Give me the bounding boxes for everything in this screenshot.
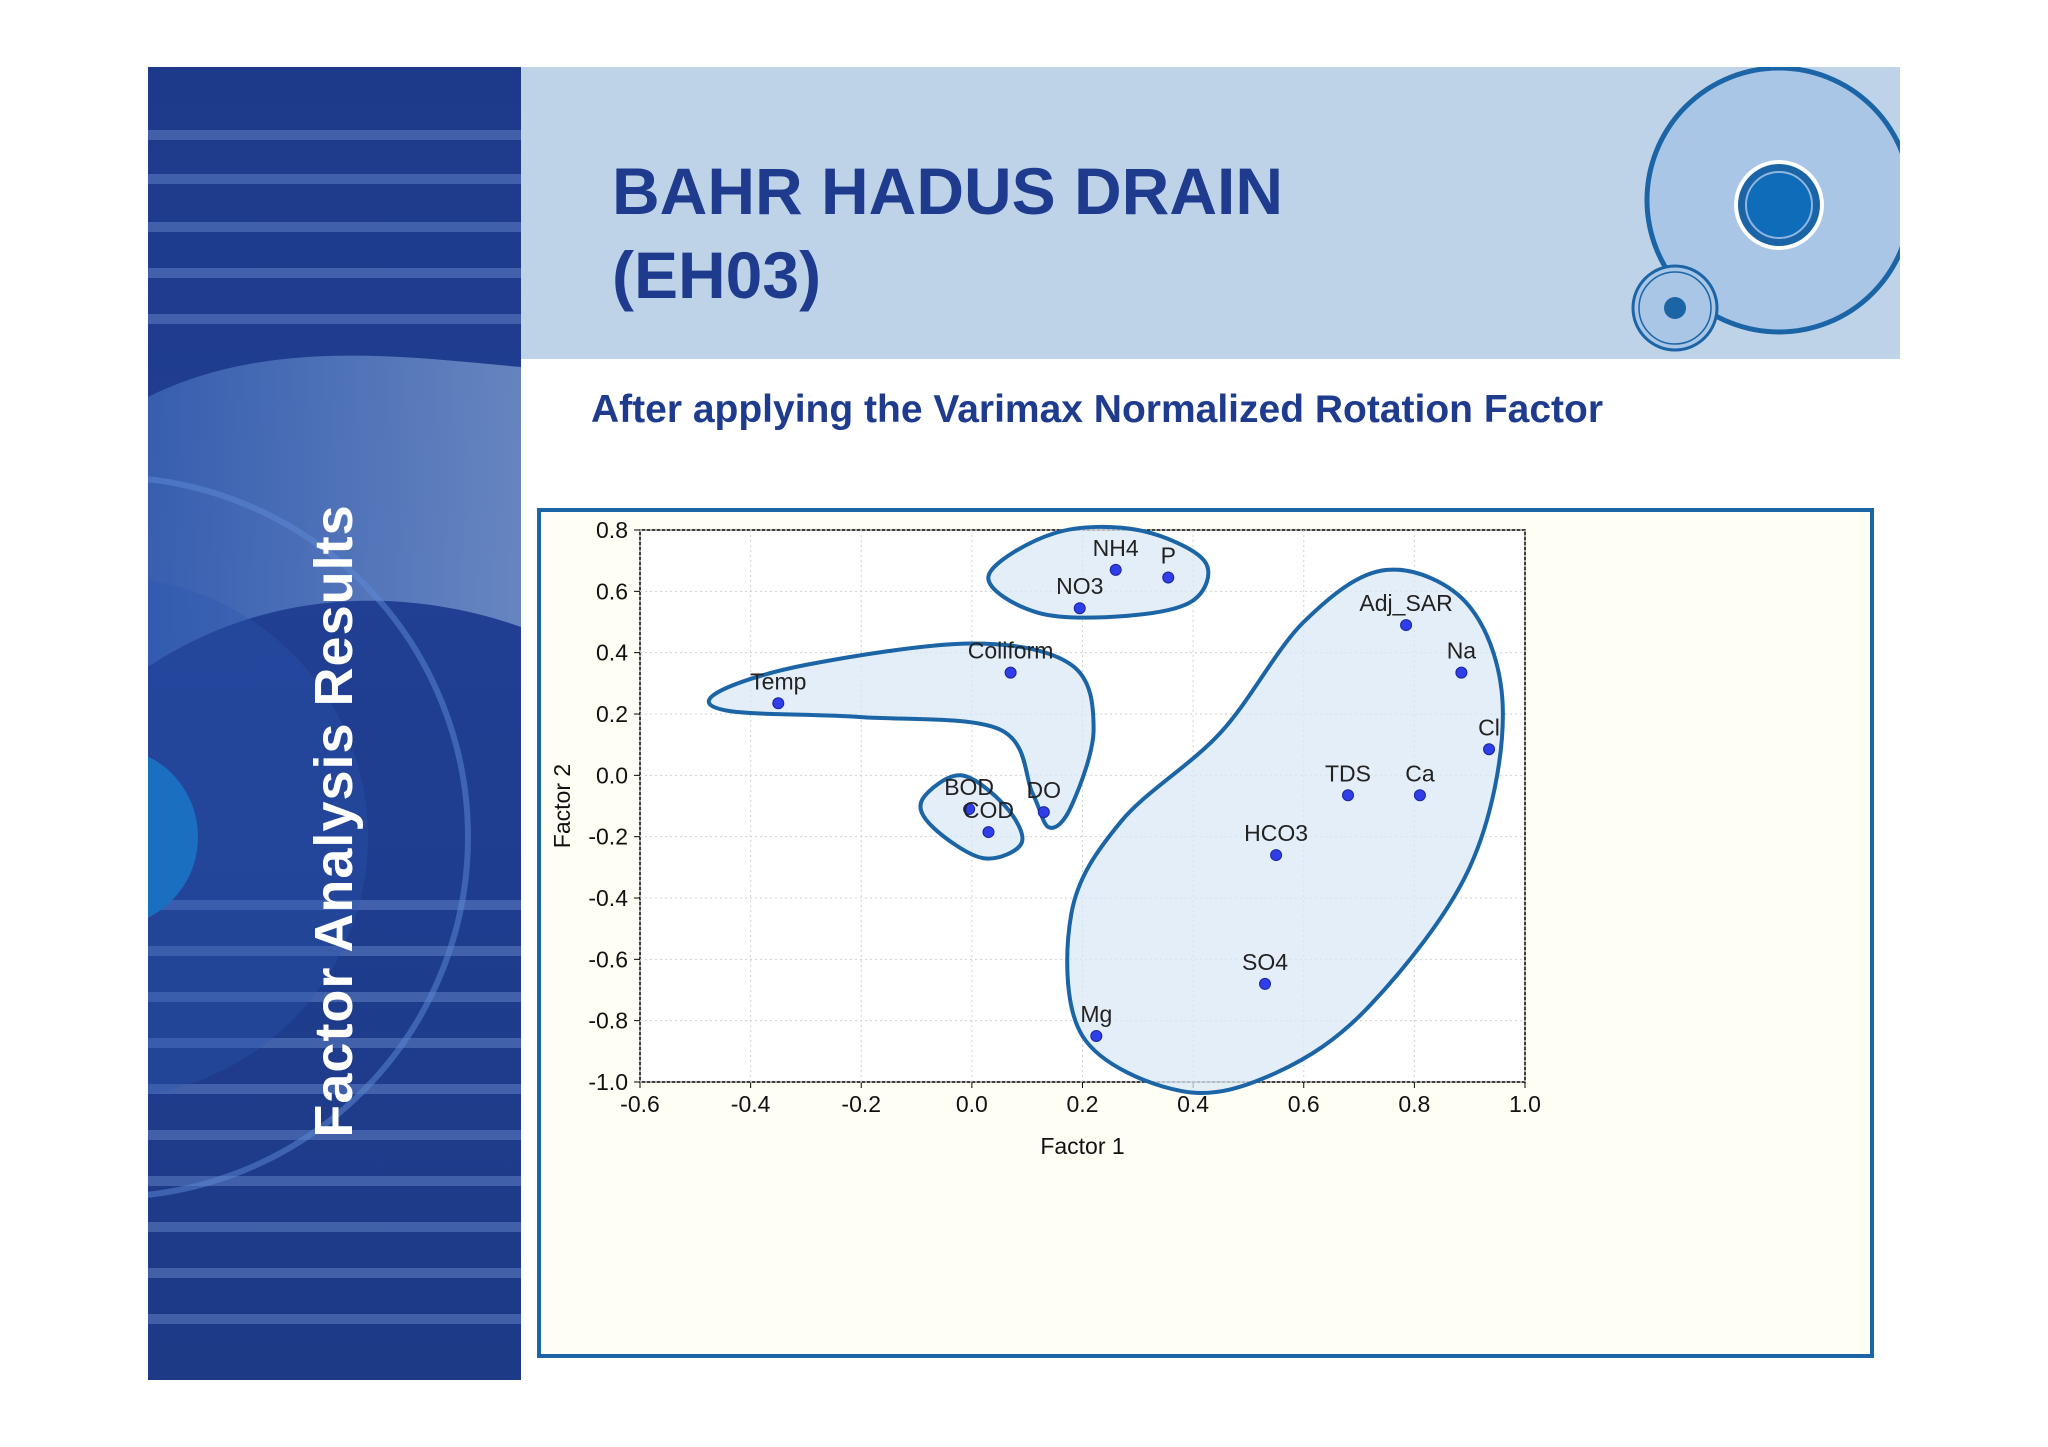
y-axis-label: Factor 2 [549, 764, 575, 848]
data-point [1483, 743, 1496, 756]
data-point [1400, 619, 1413, 632]
data-point [1259, 977, 1272, 990]
data-point [772, 697, 785, 710]
scatter-chart: -0.6 -0.4 -0.2 0.0 0.2 0.4 0.6 0.8 1.0 0.8 0.6 0.4 0… [549, 517, 1541, 1159]
sidebar: Factor Analysis Results [148, 67, 521, 1380]
data-point [1090, 1030, 1103, 1042]
cluster-outline-bod-cod [918, 773, 1025, 861]
point-label: HCO3 [1244, 820, 1308, 846]
header: BAHR HADUS DRAIN (EH03) [521, 67, 1900, 359]
y-tick-label: 0.4 [596, 640, 628, 666]
y-tick-label: -0.2 [588, 824, 628, 850]
x-axis-label: Factor 1 [1040, 1133, 1124, 1159]
data-point [982, 826, 995, 839]
circles-logo [1631, 67, 1900, 352]
y-tick-label: 0.6 [596, 578, 628, 604]
data-point [1162, 571, 1175, 584]
cluster-outline-organic [706, 641, 1096, 830]
data-point [1109, 563, 1122, 576]
y-tick-label: -1.0 [588, 1069, 628, 1095]
y-tick-label: -0.4 [588, 885, 628, 911]
x-tick-label: 0.0 [956, 1091, 988, 1117]
point-label: SO4 [1242, 949, 1288, 975]
point-label: NO3 [1056, 573, 1103, 599]
data-point [963, 803, 976, 816]
slide: Factor Analysis Results BAHR HADUS DRAIN… [148, 67, 1900, 1380]
point-label: P [1161, 543, 1176, 569]
cluster-outline-nutrients [986, 524, 1211, 620]
point-label: COD [963, 797, 1014, 823]
y-tick-label: -0.8 [588, 1008, 628, 1034]
cluster-outline-salinity [1065, 567, 1505, 1095]
point-label: Temp [750, 668, 806, 694]
subtitle: After applying the Varimax Normalized Ro… [591, 388, 1604, 431]
point-label: Na [1447, 638, 1477, 664]
point-label: DO [1027, 777, 1062, 803]
chart-frame: -0.6 -0.4 -0.2 0.0 0.2 0.4 0.6 0.8 1.0 0.8 0.6 0.4 0… [537, 508, 1874, 1358]
y-tick-label: 0.8 [596, 517, 628, 543]
x-tick-label: -0.4 [731, 1091, 771, 1117]
page-title: BAHR HADUS DRAIN (EH03) [612, 154, 1283, 312]
data-point [1037, 806, 1050, 819]
data-point [1455, 666, 1468, 679]
x-tick-label: 0.2 [1067, 1091, 1099, 1117]
x-tick-label: 1.0 [1509, 1091, 1541, 1117]
sidebar-title: Factor Analysis Results [304, 504, 364, 1138]
data-point [1342, 789, 1354, 802]
point-label: Cl [1478, 714, 1500, 740]
point-label: Adj_SAR [1359, 590, 1452, 616]
x-tick-label: -0.2 [841, 1091, 881, 1117]
x-tick-label: 0.8 [1398, 1091, 1430, 1117]
x-tick-label: 0.6 [1288, 1091, 1320, 1117]
point-label: Coliform [968, 638, 1054, 664]
data-point [1270, 849, 1283, 862]
y-tick-label: -0.6 [588, 946, 628, 972]
point-label: Ca [1405, 760, 1435, 786]
y-tick-label: 0.2 [596, 701, 628, 727]
point-label: BOD [944, 774, 994, 800]
point-label: Mg [1080, 1001, 1112, 1027]
x-tick-label: -0.6 [620, 1091, 660, 1117]
data-point [1073, 602, 1086, 615]
point-label: NH4 [1093, 535, 1139, 561]
point-label: TDS [1325, 760, 1371, 786]
data-point [1004, 666, 1017, 679]
y-tick-label: 0.0 [596, 762, 628, 788]
sidebar-decoration [148, 130, 521, 1324]
x-tick-label: 0.4 [1177, 1091, 1209, 1117]
data-point [1413, 789, 1426, 802]
